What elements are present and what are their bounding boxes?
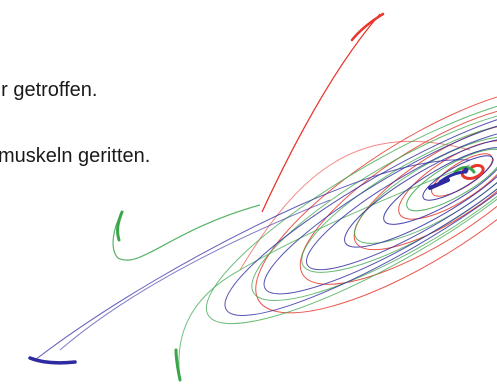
text-line-1: hr getroffen.: [0, 79, 98, 101]
trail-accents: [28, 12, 485, 382]
red-orbits: [239, 13, 497, 314]
green-orbits: [112, 95, 497, 381]
center-mass: [463, 167, 469, 173]
blue-orbits: [34, 108, 497, 361]
text-line-2: muskeln geritten.: [0, 145, 151, 167]
